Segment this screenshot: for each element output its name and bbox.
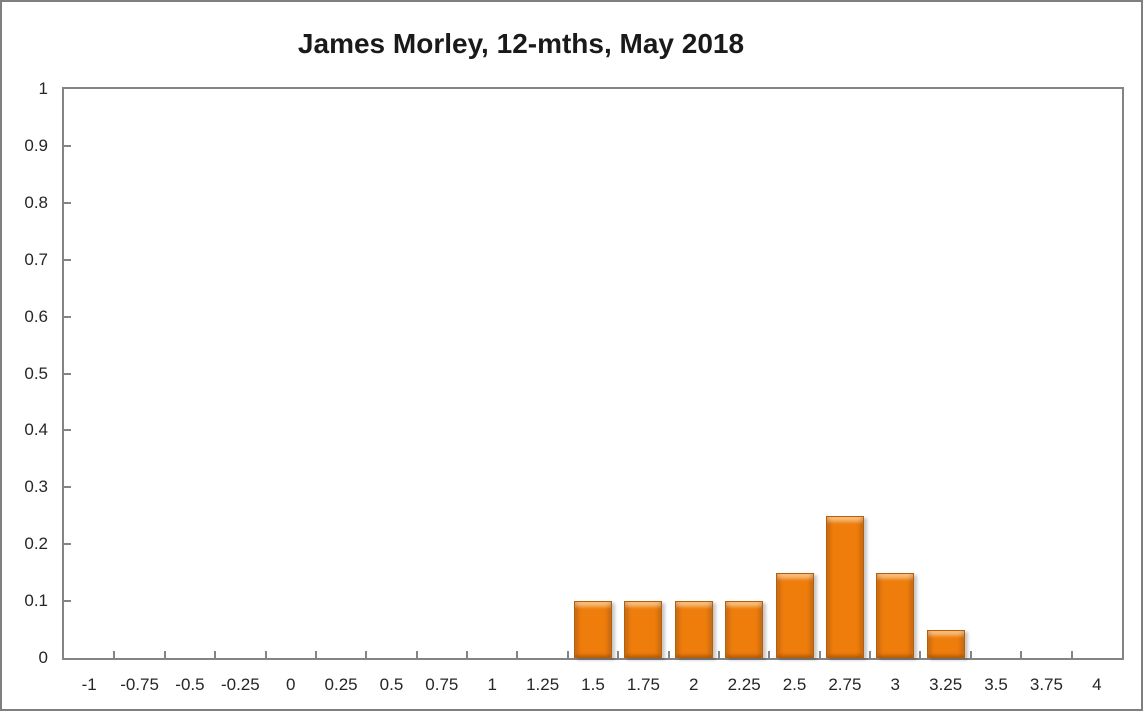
x-tick-label: 3.75 — [1029, 675, 1063, 694]
y-tick — [64, 258, 71, 261]
y-tick-label: 0.3 — [24, 477, 48, 497]
bar-3 — [876, 572, 915, 658]
x-tick — [566, 651, 569, 658]
x-tick-label: -0.25 — [220, 675, 260, 694]
y-tick — [64, 543, 71, 546]
x-tick-label: 0.25 — [324, 675, 358, 694]
x-tick-label: 1 — [487, 675, 497, 694]
x-tick-label: 2.75 — [828, 675, 862, 694]
y-tick — [64, 201, 71, 204]
x-tick — [365, 651, 368, 658]
x-tick-label: 3.5 — [984, 675, 1008, 694]
chart-title: James Morley, 12-mths, May 2018 — [297, 28, 745, 59]
y-tick-label: 0.9 — [24, 135, 48, 155]
y-tick — [64, 144, 71, 147]
y-tick-label: 0.6 — [24, 306, 48, 326]
x-tick — [1020, 651, 1023, 658]
x-tick — [466, 651, 469, 658]
x-tick-label: 2.25 — [727, 675, 761, 694]
x-tick — [1070, 651, 1073, 658]
x-tick — [415, 651, 418, 658]
x-tick-label: -1 — [81, 675, 97, 694]
bar-1.75 — [624, 601, 663, 658]
y-tick — [64, 486, 71, 489]
x-tick-label: 2.5 — [782, 675, 807, 694]
x-tick — [516, 651, 519, 658]
y-tick-label: 0.8 — [24, 192, 48, 212]
x-tick-label: 0.75 — [425, 675, 459, 694]
x-tick-label: 3 — [890, 675, 901, 694]
x-tick-label: 3.25 — [929, 675, 963, 694]
x-tick-label: -0.5 — [175, 675, 205, 694]
x-tick-label: 1.5 — [581, 675, 605, 694]
bar-2.5 — [775, 572, 814, 658]
x-tick — [314, 651, 317, 658]
x-tick — [667, 651, 670, 658]
y-tick — [64, 600, 71, 603]
bar-1.5 — [574, 601, 612, 658]
x-tick — [617, 651, 620, 658]
x-tick-label: 0 — [285, 675, 296, 694]
plot-area — [62, 87, 1124, 660]
bar-2 — [674, 601, 713, 658]
x-tick — [919, 651, 922, 658]
x-tick-label: 1.25 — [526, 675, 560, 694]
x-tick — [768, 651, 771, 658]
x-tick — [264, 651, 267, 658]
x-tick-label: 2 — [689, 675, 699, 694]
x-tick-label: 4 — [1092, 675, 1102, 694]
y-tick-label: 0.4 — [24, 420, 48, 440]
x-tick — [818, 651, 821, 658]
x-tick — [969, 651, 972, 658]
x-tick-label: -0.75 — [120, 675, 159, 694]
y-tick — [64, 315, 71, 318]
x-tick — [214, 651, 217, 658]
x-tick-label: 0.5 — [379, 675, 404, 694]
x-tick — [113, 651, 116, 658]
y-tick-label: 0.5 — [24, 363, 48, 383]
y-tick-label: 0.1 — [24, 591, 48, 611]
y-tick-label: 0.7 — [24, 249, 48, 269]
x-tick — [869, 651, 872, 658]
x-tick — [163, 651, 166, 658]
x-tick-label: 1.75 — [626, 675, 660, 694]
y-tick-label: 1 — [38, 79, 48, 98]
bar-2.25 — [725, 601, 764, 658]
bar-2.75 — [825, 515, 864, 658]
y-tick — [64, 429, 71, 432]
y-tick — [64, 372, 71, 375]
x-tick — [717, 651, 720, 658]
y-tick-label: 0 — [38, 648, 48, 667]
y-tick-label: 0.2 — [24, 534, 48, 554]
bar-3.25 — [926, 629, 965, 658]
